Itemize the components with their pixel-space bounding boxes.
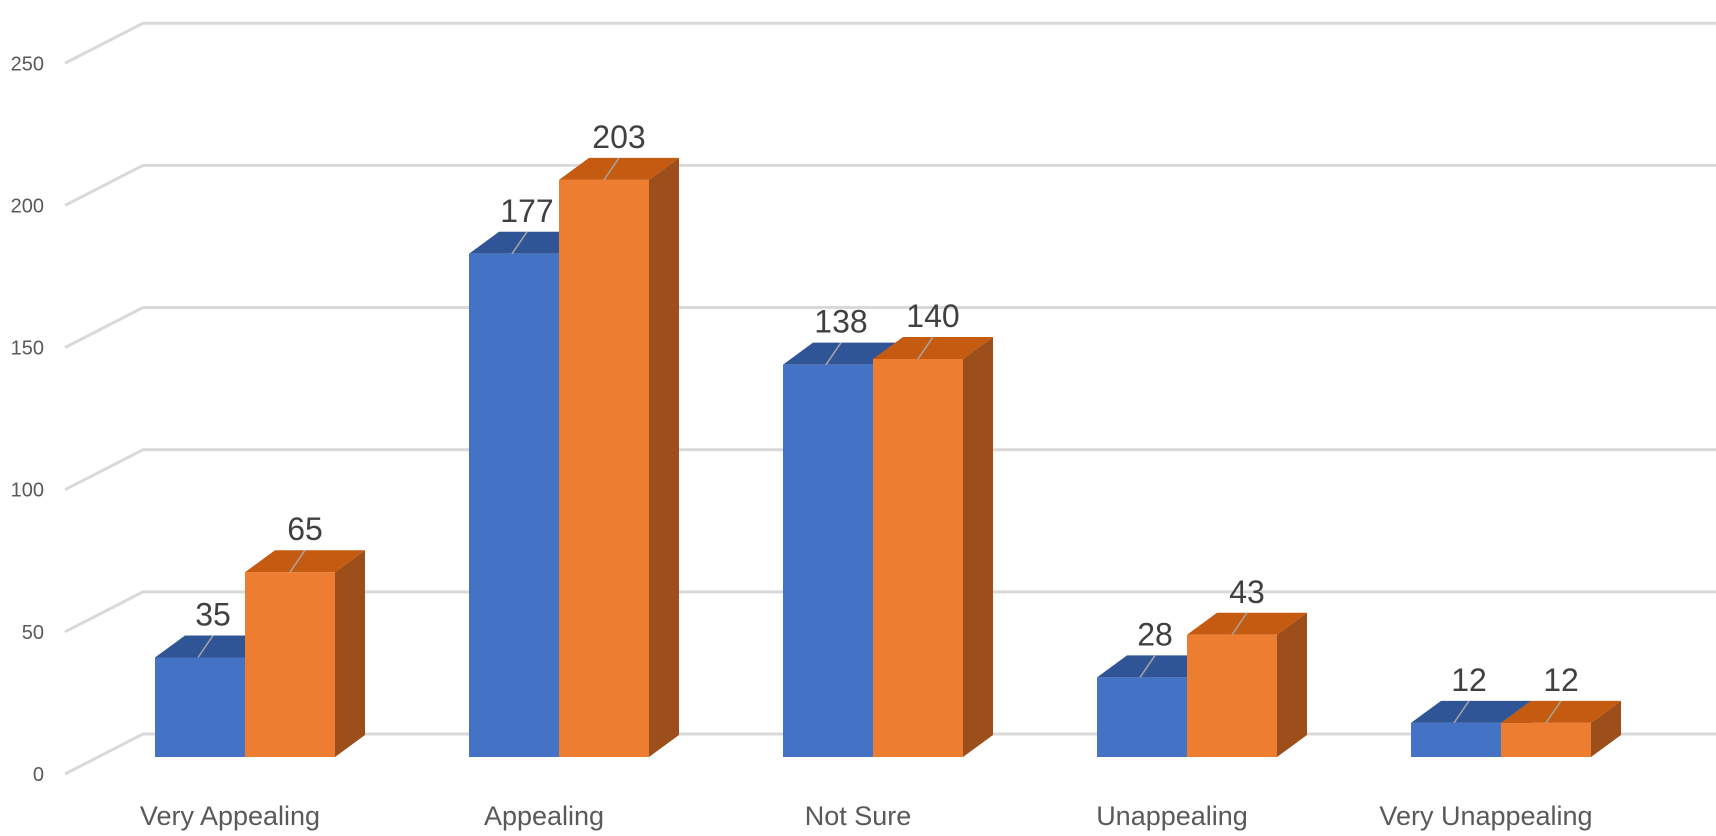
data-label: 65	[287, 511, 323, 547]
bar-front	[559, 179, 649, 758]
y-tick-label: 50	[22, 622, 44, 644]
data-label-leader	[289, 549, 306, 573]
data-label: 138	[814, 304, 867, 340]
data-label-leader	[511, 231, 528, 255]
data-label: 203	[592, 119, 645, 155]
y-tick-label: 0	[33, 764, 44, 786]
bar-top	[1501, 700, 1621, 723]
y-tick-label: 200	[11, 195, 44, 217]
bar-front	[245, 572, 335, 757]
gridline	[64, 590, 1716, 634]
bar-front	[1501, 722, 1591, 757]
gridline	[64, 21, 1716, 65]
gridline	[64, 306, 1716, 349]
data-label: 28	[1137, 616, 1173, 652]
bar-front	[469, 253, 559, 757]
bar-side	[963, 336, 993, 757]
bar-front	[155, 657, 245, 757]
x-tick-label: Appealing	[484, 801, 604, 831]
bar-2-very-appealing	[245, 550, 365, 757]
x-axis-ticks: Very Appealing Appealing Not Sure Unappeali…	[140, 801, 1593, 831]
y-tick-label: 100	[11, 480, 44, 502]
bars	[155, 157, 1621, 758]
gridline	[64, 448, 1716, 492]
data-label-leader	[1453, 700, 1470, 724]
y-axis-ticks: 0 50 100 150 200 250	[11, 53, 44, 786]
bar-front	[783, 364, 873, 757]
data-label: 12	[1543, 662, 1579, 698]
bar-side	[1591, 700, 1621, 757]
bar-front	[1187, 634, 1277, 757]
bar-2-very-unappealing	[1501, 700, 1621, 757]
x-tick-label: Very Unappealing	[1379, 801, 1592, 831]
bar-top	[1411, 700, 1531, 723]
data-label-leader	[917, 336, 934, 360]
data-label: 43	[1229, 574, 1265, 610]
bar-2-appealing	[559, 157, 679, 758]
bar-side	[649, 157, 679, 758]
data-label-leader	[1231, 612, 1248, 636]
x-tick-label: Unappealing	[1096, 801, 1248, 831]
bar-top	[245, 550, 365, 573]
bar-top	[873, 336, 993, 359]
y-tick-label: 250	[11, 53, 44, 75]
bar-top	[1187, 612, 1307, 635]
data-label: 177	[500, 193, 553, 229]
data-labels: 35 65 177 203 138 140 28 43 12 12	[195, 119, 1579, 724]
bar-top	[559, 157, 679, 180]
x-tick-label: Not Sure	[805, 801, 912, 831]
data-label-leader	[197, 635, 214, 658]
data-label-leader	[1139, 654, 1156, 678]
bar-2-not-sure	[873, 336, 993, 757]
data-label: 12	[1451, 662, 1487, 698]
data-label: 35	[195, 596, 231, 632]
data-label: 140	[906, 298, 959, 334]
bar-front	[1411, 722, 1501, 757]
gridline	[64, 163, 1716, 207]
y-tick-label: 150	[11, 338, 44, 360]
bar-2-unappealing	[1187, 612, 1307, 757]
bar-side	[1277, 612, 1307, 757]
bar-front	[873, 358, 963, 757]
bar-front	[1097, 677, 1187, 757]
data-label-leader	[1545, 700, 1562, 724]
x-tick-label: Very Appealing	[140, 801, 320, 831]
bar-side	[335, 550, 365, 757]
data-label-leader	[825, 342, 842, 366]
data-label-leader	[603, 157, 620, 181]
